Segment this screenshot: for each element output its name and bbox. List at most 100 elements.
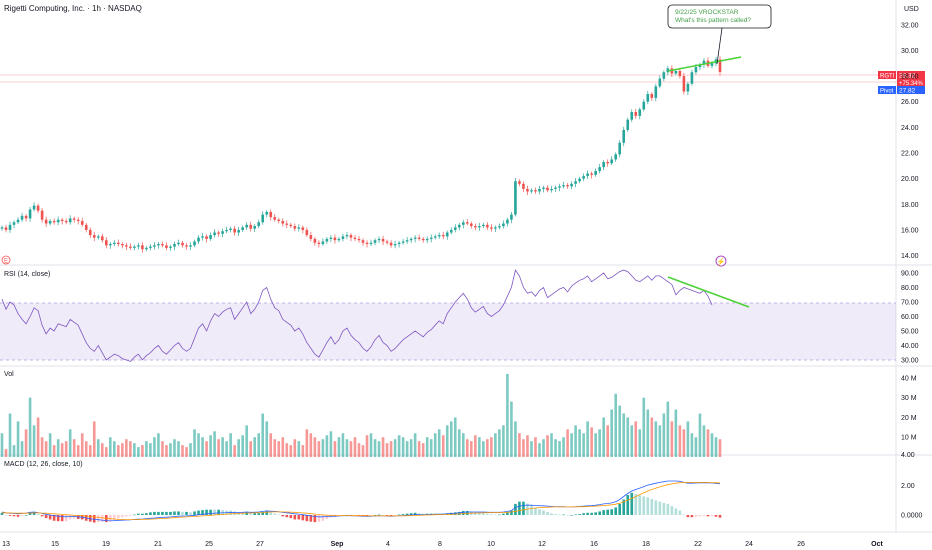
x-tick-label: Oct [871,541,883,548]
volume-bar [293,439,297,457]
volume-bar [233,445,236,457]
candle-body [638,109,642,116]
volume-bar [177,441,180,457]
volume-bar [630,425,634,457]
volume-bar [145,441,148,457]
x-tick-label: 21 [154,541,162,548]
volume-bar [710,433,714,457]
volume-bar [169,443,172,457]
callout-note[interactable]: 9/22/25 VROCKSTAR What's this pattern ca… [667,4,772,65]
macd-hist-bar [626,495,630,515]
candle-body [193,241,196,246]
ticker-tag: RGTI [880,74,895,80]
candle-body [630,112,634,120]
macd-hist-bar [558,514,561,516]
candle-body [578,178,581,182]
volume-bar [538,443,541,457]
dividend-marker[interactable]: ⚡ [715,255,727,267]
macd-hist-bar [494,514,497,516]
volume-bar [125,439,128,457]
price-trendline[interactable] [667,56,742,72]
volume-bar [305,429,309,457]
candle-body [650,94,654,98]
candle-body [253,226,257,229]
volume-bar [522,439,525,457]
volume-bar [4,449,8,457]
volume-bar [337,437,341,457]
volume-bar [189,443,192,457]
macd-hist-bar [498,514,501,516]
candle-body [397,242,401,245]
y-tick-label: 20.00 [901,176,919,183]
volume-bar [365,435,369,457]
earnings-marker[interactable]: E [1,255,11,265]
volume-bar [20,441,24,457]
y-tick-label: 30.00 [901,358,919,365]
candle-body [141,245,144,250]
volume-bar [321,439,325,457]
candle-body [490,227,493,229]
candle-body [349,235,353,238]
candle-body [317,242,321,245]
rsi-trendline[interactable] [667,276,750,308]
y-tick-label: 60.00 [901,314,919,321]
volume-bar [56,439,60,457]
candle-body [534,190,537,192]
macd-hist-bar [658,501,662,515]
macd-hist-bar [622,499,626,515]
candle-body [642,101,646,110]
macd-hist-bar [20,515,24,516]
volume-bar [590,427,593,457]
candle-body [104,240,108,246]
macd-hist-bar [96,515,100,523]
candle-body [297,227,301,229]
last-price-bg [897,71,925,87]
candle-body [133,246,136,248]
candle-body [437,235,441,237]
candle-body [610,159,614,164]
macd-hist-bar [618,503,622,515]
pivot-tag: Pivot 27.82 [878,86,925,95]
macd-hist-bar [690,515,694,518]
candle-body [546,187,549,191]
candle-body [658,78,662,87]
volume-bar [104,447,108,457]
macd-hist-bar [285,515,289,518]
macd-hist-bar [325,515,329,519]
macd-hist-bar [550,513,553,515]
candle-body [369,242,373,245]
macd-label: MACD (12, 26, close, 10) [4,461,83,468]
candle-body [429,237,433,239]
candle-body [690,72,694,84]
macd-hist-bar [209,509,212,515]
candle-body [261,214,265,223]
macd-hist-bar [229,510,232,515]
macd-hist-bar [241,512,244,515]
candle-body [510,214,513,220]
candle-body [449,229,453,233]
y-tick-label: 30.00 [901,48,919,55]
candle-body [169,246,172,248]
volume-bar [610,409,614,457]
volume-bar [662,413,666,457]
macd-hist-bar [646,497,650,515]
candle-body [445,232,449,237]
volume-bar [0,433,4,457]
callout-box [667,4,772,29]
macd-hist-bar [478,512,481,515]
volume-bar [425,437,429,457]
macd-hist-bar [281,515,285,517]
candle-body [229,228,232,230]
x-tick-label: Sep [331,541,344,548]
macd-hist-bar [574,514,577,516]
macd-hist-bar [401,514,405,515]
candle-body [602,162,605,168]
volume-bar [686,421,690,457]
y-tick-label: 26.00 [901,99,919,106]
volume-bar [478,437,481,457]
candle-body [161,244,164,246]
candle-body [341,236,345,239]
macd-hist-bar [173,511,176,515]
macd-hist-bar [417,513,421,515]
